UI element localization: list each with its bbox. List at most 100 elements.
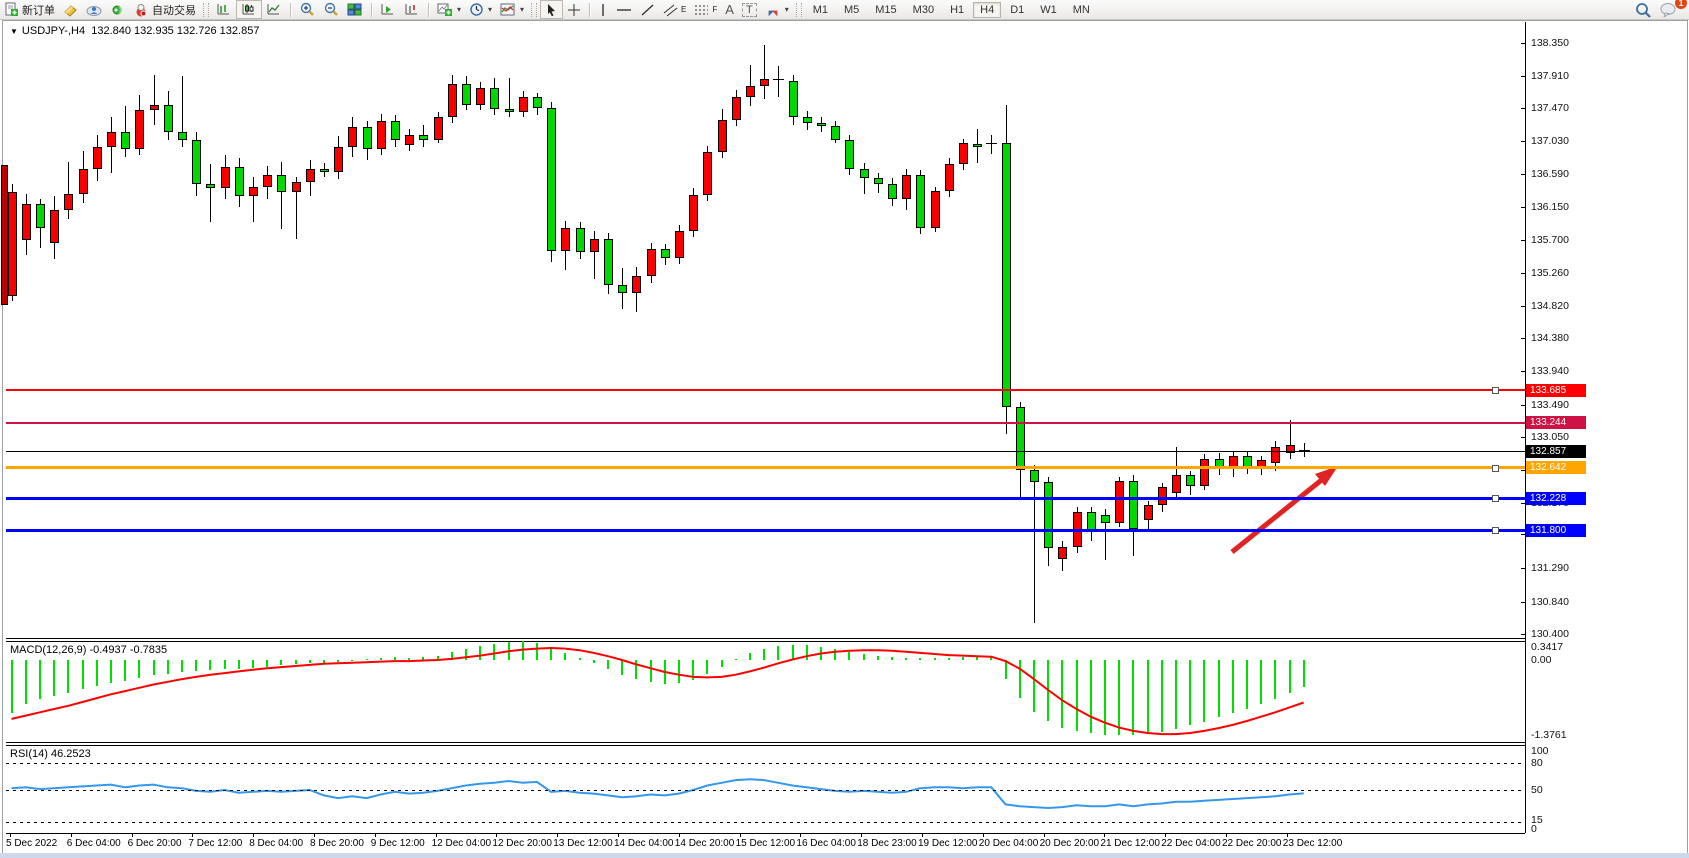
autotrade-robot-icon bbox=[133, 3, 149, 17]
level-line[interactable] bbox=[6, 466, 1525, 470]
step-end-button[interactable] bbox=[400, 1, 424, 18]
chart-end-icon bbox=[404, 2, 420, 17]
timeframe-h4[interactable]: H4 bbox=[973, 1, 1002, 18]
macd-histogram-bar bbox=[848, 651, 851, 660]
styler-button[interactable] bbox=[59, 1, 82, 18]
price-tick-label: 137.030 bbox=[1531, 135, 1569, 148]
channel-label: E bbox=[681, 5, 687, 14]
macd-histogram-bar bbox=[663, 660, 666, 684]
candlestick bbox=[916, 174, 926, 228]
time-label: 21 Dec 12:00 bbox=[1100, 838, 1160, 849]
timeframe-m1[interactable]: M1 bbox=[812, 3, 828, 16]
time-tick bbox=[131, 833, 133, 837]
level-line[interactable] bbox=[6, 496, 1525, 500]
candlestick bbox=[745, 86, 755, 97]
candle-wick bbox=[593, 231, 595, 279]
macd-histogram-bar bbox=[649, 660, 652, 682]
timeframe-m15[interactable]: M15 bbox=[875, 3, 897, 16]
zoom-out-button[interactable] bbox=[319, 1, 343, 18]
macd-histogram-bar bbox=[1245, 660, 1248, 709]
signal-button[interactable] bbox=[106, 1, 129, 18]
level-line[interactable] bbox=[6, 389, 1525, 392]
time-tick bbox=[1226, 833, 1227, 837]
level-line[interactable] bbox=[6, 528, 1525, 532]
candlestick bbox=[831, 125, 841, 140]
candle-wick bbox=[295, 176, 297, 239]
candlestick bbox=[362, 127, 372, 150]
macd-histogram-bar bbox=[379, 657, 382, 660]
zoom-in-icon bbox=[299, 2, 315, 17]
chart-bars-button[interactable] bbox=[212, 1, 236, 18]
timeframe-group: M1 M5 M15 M30 H1 H4 D1 W1 MN bbox=[805, 1, 1098, 18]
timeframe-m5[interactable]: M5 bbox=[843, 3, 860, 16]
line-handle[interactable] bbox=[1492, 387, 1499, 395]
trendline-tool[interactable] bbox=[636, 1, 659, 18]
candlestick bbox=[1029, 470, 1039, 482]
macd-histogram-bar bbox=[53, 660, 56, 696]
vline-tool[interactable] bbox=[594, 1, 612, 18]
chart-line-button[interactable] bbox=[262, 1, 286, 18]
time-label: 18 Dec 23:00 bbox=[857, 838, 917, 849]
time-label: 15 Dec 12:00 bbox=[735, 838, 796, 849]
time-tick bbox=[678, 833, 680, 837]
notifications-button[interactable]: 1 bbox=[1656, 0, 1687, 18]
candlestick bbox=[149, 104, 159, 110]
candle-wick bbox=[749, 64, 751, 107]
tile-windows-button[interactable] bbox=[343, 1, 367, 18]
indicators-button[interactable]: ▾ bbox=[496, 1, 528, 18]
macd-histogram-bar bbox=[1302, 660, 1305, 687]
candlestick bbox=[1186, 475, 1196, 486]
search-button[interactable] bbox=[1631, 1, 1656, 18]
chart-candles-button[interactable] bbox=[236, 0, 262, 19]
time-tick bbox=[982, 833, 984, 837]
line-handle[interactable] bbox=[1492, 495, 1499, 503]
level-line[interactable] bbox=[6, 421, 1525, 424]
macd-histogram-bar bbox=[24, 660, 27, 704]
candle-wick bbox=[281, 162, 283, 229]
timeframe-w1[interactable]: W1 bbox=[1040, 3, 1057, 16]
timeframe-h1[interactable]: H1 bbox=[950, 3, 965, 16]
macd-histogram-bar bbox=[763, 649, 766, 660]
line-handle[interactable] bbox=[1492, 464, 1499, 472]
period-button[interactable]: ▾ bbox=[465, 1, 496, 18]
new-order-button[interactable]: 新订单 bbox=[0, 1, 59, 18]
candlestick bbox=[816, 123, 826, 126]
candle-wick bbox=[863, 162, 865, 195]
timeframe-m30[interactable]: M30 bbox=[912, 3, 935, 16]
chart-collapse-caret[interactable]: ▼ bbox=[10, 27, 18, 36]
step-forward-button[interactable] bbox=[376, 1, 400, 18]
text-label-tool[interactable]: T bbox=[738, 1, 761, 18]
macd-histogram-bar bbox=[1189, 660, 1192, 726]
line-handle[interactable] bbox=[1492, 527, 1499, 535]
auto-trading-button[interactable]: 自动交易 bbox=[129, 1, 200, 18]
candle-wick bbox=[1033, 464, 1035, 623]
bar-chart-icon bbox=[216, 2, 232, 17]
annotation-arrow-shaft[interactable] bbox=[1230, 476, 1326, 554]
arrows-tool[interactable]: ▾ bbox=[761, 1, 793, 18]
candle-doji bbox=[986, 143, 998, 145]
timeframe-d1[interactable]: D1 bbox=[1010, 3, 1025, 16]
zoom-in-button[interactable] bbox=[295, 1, 319, 18]
timeframe-mn[interactable]: MN bbox=[1072, 3, 1090, 16]
price-tick bbox=[1521, 206, 1526, 208]
chart-play-icon bbox=[380, 2, 396, 17]
macd-histogram-bar bbox=[479, 645, 482, 660]
hline-tool[interactable] bbox=[612, 1, 636, 18]
equidistant-channel-icon bbox=[663, 3, 680, 17]
candlestick bbox=[646, 249, 656, 276]
text-tool[interactable]: A bbox=[721, 1, 738, 18]
community-button[interactable] bbox=[82, 1, 106, 18]
price-tick-label: 130.840 bbox=[1531, 595, 1569, 608]
price-tick-label: 133.050 bbox=[1531, 431, 1569, 444]
new-chart-button[interactable]: ▾ bbox=[433, 1, 465, 18]
crosshair-tool[interactable] bbox=[563, 1, 585, 18]
channel-tool[interactable]: E bbox=[659, 1, 690, 18]
candlestick bbox=[547, 107, 557, 251]
time-tick bbox=[435, 833, 437, 837]
fibonacci-tool[interactable]: F bbox=[690, 1, 721, 18]
time-label: 20 Dec 20:00 bbox=[1039, 838, 1100, 849]
macd-histogram-bar bbox=[294, 660, 297, 665]
cursor-tool[interactable] bbox=[540, 0, 564, 19]
level-line[interactable] bbox=[6, 451, 1525, 453]
